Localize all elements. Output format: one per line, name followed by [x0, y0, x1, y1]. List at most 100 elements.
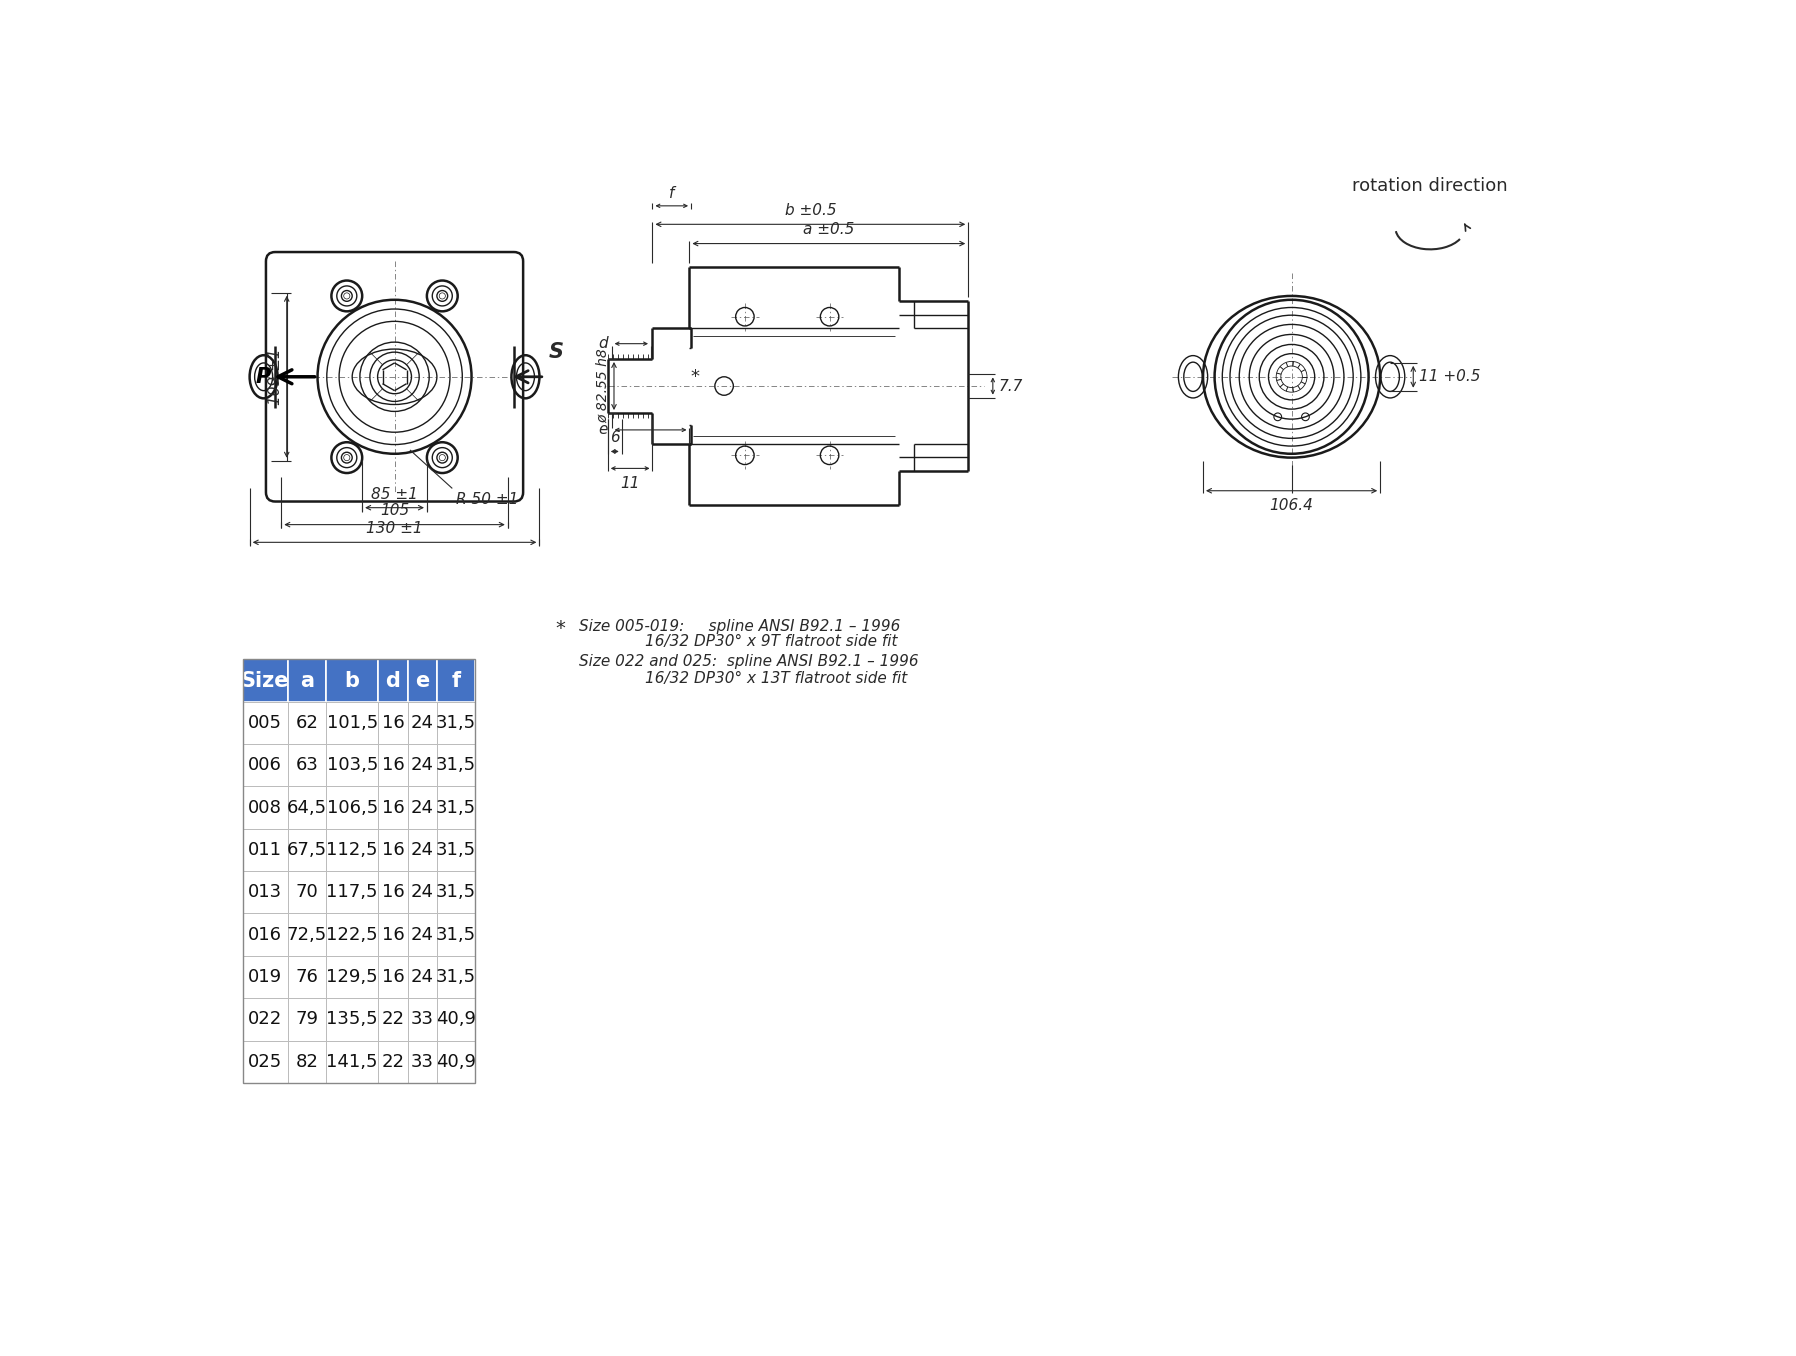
- Text: 16: 16: [381, 757, 404, 774]
- Bar: [379, 744, 408, 786]
- Text: 005: 005: [248, 713, 282, 732]
- Text: 016: 016: [248, 926, 282, 944]
- Bar: [408, 659, 436, 701]
- Bar: [436, 956, 476, 998]
- Bar: [436, 871, 476, 914]
- Text: 31,5: 31,5: [436, 883, 476, 902]
- Text: 62: 62: [295, 713, 318, 732]
- Bar: [379, 659, 408, 701]
- Bar: [408, 871, 436, 914]
- Bar: [327, 871, 379, 914]
- Text: 011: 011: [248, 841, 282, 858]
- Bar: [287, 998, 327, 1040]
- Text: 129,5: 129,5: [327, 968, 377, 986]
- Bar: [408, 701, 436, 744]
- Bar: [379, 701, 408, 744]
- Bar: [379, 786, 408, 829]
- Text: 106.4: 106.4: [1270, 499, 1313, 514]
- Text: 22: 22: [381, 1052, 404, 1071]
- Bar: [287, 829, 327, 871]
- Bar: [242, 829, 287, 871]
- Text: 85 ±1: 85 ±1: [372, 487, 418, 502]
- Text: 31,5: 31,5: [436, 841, 476, 858]
- Bar: [379, 998, 408, 1040]
- Bar: [242, 786, 287, 829]
- Text: 72,5: 72,5: [287, 926, 327, 944]
- Text: 022: 022: [248, 1010, 282, 1028]
- Bar: [436, 701, 476, 744]
- Text: 135,5: 135,5: [327, 1010, 377, 1028]
- Bar: [408, 829, 436, 871]
- Text: 122,5: 122,5: [327, 926, 377, 944]
- Bar: [287, 744, 327, 786]
- Text: e: e: [598, 423, 607, 438]
- Text: 82: 82: [295, 1052, 318, 1071]
- Text: 24: 24: [411, 713, 435, 732]
- Text: 16: 16: [381, 926, 404, 944]
- Text: 16/32 DP30° x 9T flatroot side fit: 16/32 DP30° x 9T flatroot side fit: [645, 635, 898, 650]
- Bar: [327, 1040, 379, 1083]
- Text: a ±0.5: a ±0.5: [803, 222, 855, 237]
- Bar: [436, 998, 476, 1040]
- Bar: [242, 914, 287, 956]
- Text: 31,5: 31,5: [436, 799, 476, 816]
- Text: d: d: [386, 671, 401, 690]
- Text: 67,5: 67,5: [287, 841, 327, 858]
- Text: 24: 24: [411, 883, 435, 902]
- Text: e: e: [415, 671, 429, 690]
- Bar: [436, 914, 476, 956]
- Text: 24: 24: [411, 926, 435, 944]
- Bar: [242, 998, 287, 1040]
- Bar: [242, 871, 287, 914]
- Bar: [287, 701, 327, 744]
- Bar: [287, 1040, 327, 1083]
- Text: a: a: [300, 671, 314, 690]
- Text: 31,5: 31,5: [436, 968, 476, 986]
- Bar: [379, 871, 408, 914]
- Text: R 50 ±1: R 50 ±1: [456, 492, 519, 507]
- Text: 40,9: 40,9: [436, 1052, 476, 1071]
- Bar: [436, 744, 476, 786]
- Text: 16: 16: [381, 968, 404, 986]
- Bar: [242, 659, 287, 701]
- Bar: [408, 956, 436, 998]
- Text: 16: 16: [381, 841, 404, 858]
- Text: Size 022 and 025:  spline ANSI B92.1 – 1996: Size 022 and 025: spline ANSI B92.1 – 19…: [580, 654, 920, 669]
- Bar: [327, 829, 379, 871]
- Bar: [287, 956, 327, 998]
- Text: 11: 11: [620, 476, 639, 491]
- Text: 24: 24: [411, 799, 435, 816]
- Text: 130 ±1: 130 ±1: [366, 521, 422, 536]
- Text: f: f: [451, 671, 462, 690]
- Bar: [327, 786, 379, 829]
- Bar: [242, 1040, 287, 1083]
- Text: f: f: [670, 186, 675, 201]
- Text: *: *: [555, 618, 566, 637]
- Text: 33: 33: [411, 1052, 435, 1071]
- Bar: [436, 786, 476, 829]
- Bar: [287, 914, 327, 956]
- Bar: [436, 659, 476, 701]
- Text: 24: 24: [411, 968, 435, 986]
- Text: 16: 16: [381, 713, 404, 732]
- Bar: [408, 998, 436, 1040]
- Text: 11 +0.5: 11 +0.5: [1419, 369, 1482, 384]
- Text: 7.7: 7.7: [999, 378, 1024, 393]
- Text: 103,5: 103,5: [327, 757, 377, 774]
- Text: d: d: [598, 336, 607, 351]
- Text: ø 82.55 h8: ø 82.55 h8: [594, 348, 609, 423]
- Text: *: *: [690, 367, 699, 385]
- Text: 24: 24: [411, 841, 435, 858]
- Text: b: b: [345, 671, 359, 690]
- Bar: [408, 744, 436, 786]
- Bar: [287, 659, 327, 701]
- Text: 105: 105: [381, 503, 409, 518]
- Bar: [287, 786, 327, 829]
- Bar: [242, 744, 287, 786]
- Text: S: S: [550, 342, 564, 362]
- Text: 006: 006: [248, 757, 282, 774]
- Text: 40,9: 40,9: [436, 1010, 476, 1028]
- Bar: [408, 786, 436, 829]
- Bar: [242, 701, 287, 744]
- Text: 112,5: 112,5: [327, 841, 377, 858]
